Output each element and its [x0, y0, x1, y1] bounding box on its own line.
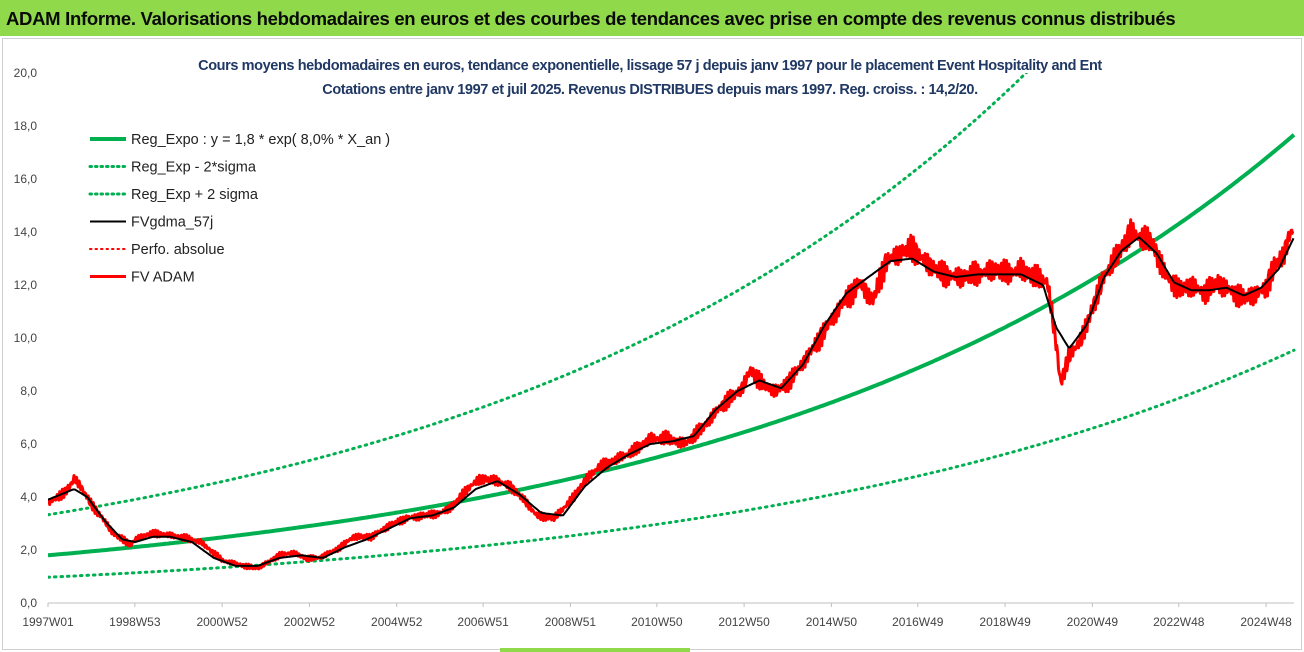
y-tick-label: 10,0 [14, 331, 38, 345]
x-tick-label: 2018W49 [979, 615, 1031, 629]
x-tick-label: 2006W51 [457, 615, 509, 629]
series-fvgdma-57j [48, 236, 1295, 567]
y-tick-label: 6,0 [20, 437, 37, 451]
x-axis-ticks: 1997W01 1998W53 2000W52 2002W52 2004W52 2006W… [22, 603, 1292, 629]
x-tick-label: 2022W48 [1153, 615, 1205, 629]
x-tick-label: 2012W50 [718, 615, 770, 629]
scroll-indicator [500, 648, 690, 652]
x-tick-label: 1997W01 [22, 615, 74, 629]
chart-frame [2, 38, 1302, 650]
x-tick-label: 2016W49 [892, 615, 944, 629]
x-tick-label: 2008W51 [545, 615, 597, 629]
x-tick-label: 2010W50 [631, 615, 683, 629]
y-tick-label: 2,0 [20, 543, 37, 557]
y-tick-label: 0,0 [20, 596, 37, 610]
x-tick-label: 1998W53 [109, 615, 161, 629]
y-tick-label: 20,0 [14, 66, 38, 80]
x-tick-label: 2004W52 [371, 615, 423, 629]
legend-label: Reg_Exp - 2*sigma [131, 160, 257, 176]
y-tick-label: 18,0 [14, 119, 38, 133]
y-tick-label: 4,0 [20, 490, 37, 504]
chart-title-line1: Cours moyens hebdomadaires en euros, ten… [198, 58, 1102, 74]
page-title: ADAM Informe. Valorisations hebdomadaire… [6, 8, 1176, 29]
legend-label: FV ADAM [131, 270, 195, 286]
series-reg-expo [48, 133, 1296, 558]
x-tick-label: 2024W48 [1240, 615, 1292, 629]
x-tick-label: 2000W52 [196, 615, 248, 629]
legend-label: FVgdma_57j [131, 215, 213, 231]
y-tick-label: 12,0 [14, 278, 38, 292]
legend: Reg_Expo : y = 1,8 * exp( 8,0% * X_an ) R… [88, 132, 390, 286]
x-tick-label: 2002W52 [284, 615, 336, 629]
series-reg-minus-2sigma [48, 348, 1296, 579]
y-tick-label: 8,0 [20, 384, 37, 398]
chart-title-line2: Cotations entre janv 1997 et juil 2025. … [322, 82, 978, 98]
y-axis-ticks: 0,0 2,0 4,0 6,0 8,0 10,0 12,0 14,0 16,0 18,0 20,0 [14, 66, 38, 610]
y-tick-label: 14,0 [14, 225, 38, 239]
legend-label: Perfo. absolue [131, 242, 225, 258]
legend-label: Reg_Exp + 2 sigma [131, 187, 259, 203]
x-tick-label: 2014W50 [806, 615, 858, 629]
title-bar: ADAM Informe. Valorisations hebdomadaire… [0, 0, 1304, 36]
y-tick-label: 16,0 [14, 172, 38, 186]
legend-label: Reg_Expo : y = 1,8 * exp( 8,0% * X_an ) [131, 132, 390, 148]
series-layer [48, 73, 1296, 579]
x-tick-label: 2020W49 [1067, 615, 1119, 629]
